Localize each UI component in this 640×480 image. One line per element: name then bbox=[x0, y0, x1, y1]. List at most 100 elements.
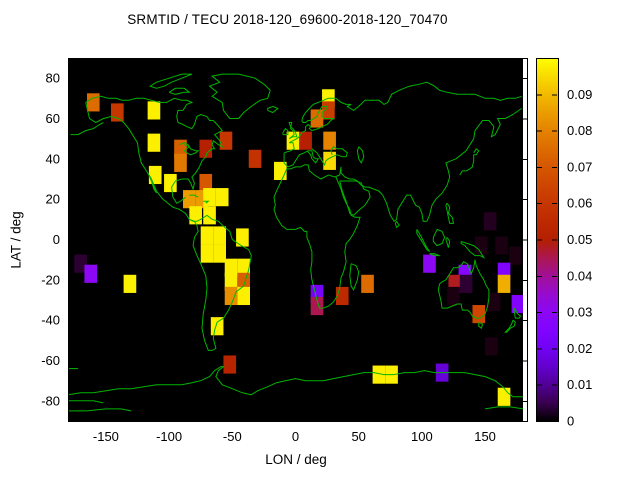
heatmap-cell bbox=[74, 254, 87, 273]
coastline-path bbox=[68, 366, 523, 398]
heatmap-cell bbox=[310, 109, 324, 128]
coastline-path bbox=[356, 146, 365, 164]
colorbar-frame bbox=[536, 58, 559, 422]
x-axis-title: LON / deg bbox=[265, 452, 327, 467]
coastline-path bbox=[282, 127, 289, 136]
coastline-path bbox=[485, 406, 523, 410]
chart-title: SRMTID / TECU 2018-120_69600-2018-120_70… bbox=[127, 12, 448, 27]
colorbar-ticks bbox=[537, 94, 557, 386]
heatmap-cell bbox=[322, 101, 335, 120]
heatmap-cell bbox=[274, 161, 287, 181]
colorbar-labels: 0 0.01 0.02 0.03 0.04 0.05 0.06 0.07 0.08 0.09 bbox=[567, 87, 592, 429]
heatmap-cell bbox=[224, 286, 238, 306]
coastline-path bbox=[445, 202, 455, 224]
heatmap-cell bbox=[485, 337, 498, 356]
colorbar-tick-label: 0.06 bbox=[567, 196, 592, 211]
heatmap-cell bbox=[495, 236, 508, 255]
x-tick-label: 0 bbox=[292, 429, 299, 444]
coastline-path bbox=[513, 307, 522, 319]
heatmap-cell bbox=[110, 103, 124, 122]
y-tick-label: -40 bbox=[41, 313, 60, 328]
heatmap-cell bbox=[237, 286, 250, 306]
y-tick-label: 80 bbox=[46, 71, 60, 86]
x-tick-label: 50 bbox=[351, 429, 365, 444]
heatmap-cell bbox=[210, 317, 224, 336]
heatmap-cell bbox=[474, 236, 488, 255]
coastline-path bbox=[85, 102, 252, 351]
colorbar-tick-label: 0.05 bbox=[567, 232, 592, 247]
coastline-path bbox=[339, 180, 371, 216]
coastline-path bbox=[189, 194, 199, 198]
x-tick-labels: -150 -100 -50 0 50 100 150 bbox=[93, 429, 496, 444]
heatmap-cell bbox=[215, 188, 229, 207]
coastline-path bbox=[203, 200, 210, 204]
y-tick-label: -80 bbox=[41, 393, 60, 408]
coastline-path bbox=[445, 237, 451, 248]
y-tick-label: 40 bbox=[46, 151, 60, 166]
coastline-path bbox=[429, 253, 440, 257]
coastline-path bbox=[460, 241, 486, 259]
coastline-path bbox=[416, 229, 430, 252]
heatmap-cell bbox=[219, 131, 233, 150]
x-tick-label: -50 bbox=[223, 429, 242, 444]
heatmap-cell bbox=[86, 93, 100, 112]
coastline-path bbox=[437, 259, 490, 319]
heatmap-cell bbox=[487, 292, 501, 312]
colorbar-tick-label: 0.03 bbox=[567, 305, 592, 320]
heatmap-cell bbox=[497, 274, 511, 293]
coastline-path bbox=[179, 142, 200, 156]
coastline-path bbox=[68, 408, 132, 412]
heatmap-cell bbox=[199, 173, 213, 193]
x-tick-label: -100 bbox=[156, 429, 182, 444]
heatmap-cell bbox=[447, 286, 460, 306]
heatmap-cell bbox=[213, 226, 226, 245]
coastline-path bbox=[273, 174, 361, 309]
map-area bbox=[68, 58, 523, 421]
heatmap-cell bbox=[483, 212, 497, 231]
x-tick-label: -150 bbox=[93, 429, 119, 444]
x-tick-label: 100 bbox=[411, 429, 433, 444]
y-tick-label: -60 bbox=[41, 353, 60, 368]
coastline-path bbox=[459, 148, 480, 176]
axis-ticks bbox=[523, 78, 527, 402]
y-tick-label: -20 bbox=[41, 272, 60, 287]
coastline-path bbox=[504, 319, 516, 333]
heatmap-cell bbox=[183, 190, 196, 209]
coastline-path bbox=[147, 172, 157, 194]
heatmap-cell bbox=[335, 286, 349, 306]
colorbar-tick-label: 0.01 bbox=[567, 377, 592, 392]
colorbar-tick-label: 0 bbox=[567, 414, 574, 429]
coastline-path bbox=[283, 164, 342, 180]
coastlines bbox=[68, 73, 523, 412]
heatmap-cell bbox=[509, 246, 522, 265]
heatmap-cell bbox=[147, 101, 161, 120]
heatmap-cell bbox=[174, 139, 187, 158]
colorbar bbox=[536, 58, 558, 421]
colorbar-tick-label: 0.09 bbox=[567, 87, 592, 102]
coastline-path bbox=[267, 105, 279, 114]
heatmap-cell bbox=[310, 296, 324, 316]
coastline-path bbox=[432, 228, 446, 247]
heatmap-cell bbox=[203, 206, 216, 225]
coastline-path bbox=[288, 122, 298, 140]
y-tick-label: 20 bbox=[46, 192, 60, 207]
heatmap-cell bbox=[299, 131, 312, 150]
coastline-path bbox=[349, 263, 360, 292]
plot-frame bbox=[68, 58, 528, 422]
heatmap-cell bbox=[148, 165, 162, 185]
coastline-path bbox=[149, 73, 193, 89]
heatmap-cell bbox=[323, 131, 336, 150]
heatmap-cell bbox=[372, 365, 386, 384]
heatmap-cell bbox=[203, 188, 216, 207]
heatmap-cell bbox=[199, 139, 213, 158]
heatmap-cell bbox=[237, 258, 250, 277]
coastline-path bbox=[85, 95, 224, 204]
heatmap-cell bbox=[236, 228, 249, 247]
coastline-path bbox=[340, 107, 522, 223]
coastline-path bbox=[68, 400, 104, 404]
heatmap-cell bbox=[174, 153, 187, 172]
heatmap-cell bbox=[323, 151, 336, 170]
heatmap-cell bbox=[224, 272, 238, 291]
heatmap-cell bbox=[123, 274, 137, 293]
